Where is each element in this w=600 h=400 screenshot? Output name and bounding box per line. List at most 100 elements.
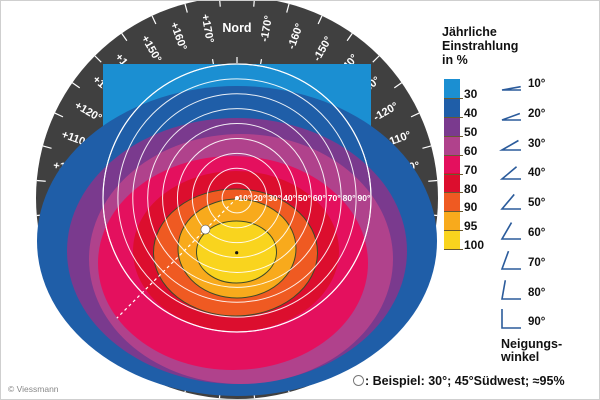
color-scale-segment — [444, 135, 460, 155]
inclination-label: 40° — [528, 167, 546, 180]
example-circle-icon — [353, 375, 364, 386]
inclination-label: 10° — [528, 78, 546, 90]
compass-label: -170° — [259, 15, 275, 43]
compass-label: Nord — [222, 21, 251, 35]
compass-label: +170° — [199, 13, 216, 44]
legend-title: Jährliche Einstrahlung in % — [442, 25, 518, 67]
tilt-circle-label: 70° — [328, 193, 342, 203]
color-scale-segment — [444, 230, 460, 250]
tilt-circle — [221, 182, 253, 214]
legend-title-line: in % — [442, 53, 468, 67]
color-scale-tick — [444, 192, 463, 194]
inclination-label: 70° — [528, 256, 546, 269]
compass-tick-outer — [346, 33, 353, 42]
inclination-angle-shape — [500, 222, 521, 240]
compass-tick-outer — [36, 179, 46, 182]
compass-tick-outer — [410, 112, 420, 118]
inclination-50-icon — [500, 194, 521, 210]
inclination-angle-shape — [501, 85, 521, 91]
tilt-circle — [162, 123, 312, 273]
tilt-circle — [176, 137, 298, 259]
tilt-circle-label: 10° — [238, 193, 252, 203]
color-scale-segment — [444, 97, 460, 117]
color-scale-label: 100 — [464, 238, 485, 253]
tilt-circle-label: 60° — [313, 193, 327, 203]
color-scale-label: 90 — [464, 200, 478, 215]
tilt-circle — [117, 78, 357, 318]
inclination-label: 20° — [528, 107, 546, 120]
compass-tick-outer — [54, 112, 64, 118]
inclination-angle-shape — [499, 139, 521, 151]
compass-tick-outer — [42, 145, 52, 149]
inclination-caption-line: winkel — [501, 350, 540, 364]
compass-tick-outer — [428, 179, 438, 182]
inclination-60-icon — [500, 222, 521, 240]
color-scale-label: 60 — [464, 143, 478, 158]
color-scale-label: 70 — [464, 162, 478, 177]
disc-border — [102, 63, 372, 333]
compass-tick-outer — [422, 145, 432, 149]
inclination-label: 60° — [528, 227, 546, 239]
tilt-circle-label: 40° — [283, 193, 297, 203]
example-text: : Beispiel: 30°; 45°Südwest; ≈95% — [365, 374, 565, 388]
inclination-label: 30° — [528, 137, 546, 150]
tilt-circle — [132, 93, 342, 303]
color-scale-segment — [444, 154, 460, 174]
compass-tick-outer — [372, 55, 380, 63]
compass-tick-outer — [121, 33, 128, 42]
compass-tick-outer — [317, 15, 323, 25]
inclination-caption: Neigungs- winkel — [501, 338, 562, 364]
tilt-circle — [147, 108, 327, 288]
tilt-circle-label: 80° — [343, 193, 357, 203]
example-note: : Beispiel: 30°; 45°Südwest; ≈95% — [353, 374, 565, 388]
compass-tick-outer — [151, 15, 157, 25]
color-scale-tick — [444, 249, 463, 251]
inclination-angle-shape — [499, 166, 521, 181]
color-scale-segment — [444, 192, 460, 212]
inclination-angle-shape — [501, 279, 521, 300]
inclination-caption-line: Neigungs- — [501, 337, 563, 351]
tilt-circle-label: 30° — [268, 193, 282, 203]
inclination-angle-shape — [500, 194, 521, 210]
tilt-circle-label: 20° — [253, 193, 267, 203]
inclination-20-icon — [501, 112, 521, 121]
inclination-10-icon — [501, 85, 521, 91]
inclination-80-icon — [501, 279, 521, 300]
color-scale-segment — [444, 79, 460, 98]
tilt-circle-label: 90° — [358, 193, 372, 203]
compass-tick-outer — [253, 1, 255, 7]
compass-tick-outer — [184, 3, 188, 13]
tilt-circle — [191, 152, 283, 244]
color-scale-label: 95 — [464, 219, 478, 234]
inclination-30-icon — [499, 139, 521, 151]
color-scale-tick — [444, 230, 463, 232]
color-scale-segment — [444, 173, 460, 193]
color-scale-label: 80 — [464, 181, 478, 196]
color-scale-tick — [444, 97, 463, 99]
optimum-dot — [235, 251, 239, 255]
inclination-angle-shape — [501, 112, 521, 121]
inclination-70-icon — [500, 250, 521, 270]
inclination-label: 50° — [528, 197, 546, 210]
inclination-40-icon — [499, 166, 521, 181]
color-scale-segment — [444, 211, 460, 231]
inclination-angle-shape — [501, 309, 521, 330]
compass-tick-outer — [94, 55, 102, 63]
color-scale-label: 40 — [464, 105, 478, 120]
copyright: © Viessmann — [8, 384, 59, 394]
tilt-circle — [206, 167, 268, 229]
inclination-label: 90° — [528, 316, 546, 329]
color-scale-tick — [444, 116, 463, 118]
color-scale-tick — [444, 154, 463, 156]
color-scale — [444, 79, 460, 250]
inclination-angle-shape — [500, 250, 521, 270]
color-scale-segment — [444, 116, 460, 136]
compass-tick-outer — [393, 82, 402, 89]
compass-tick-outer — [286, 3, 290, 13]
compass-tick-outer — [219, 1, 221, 7]
inclination-90-icon — [501, 309, 521, 330]
inclination-label: 80° — [528, 286, 546, 299]
color-scale-tick — [444, 173, 463, 175]
